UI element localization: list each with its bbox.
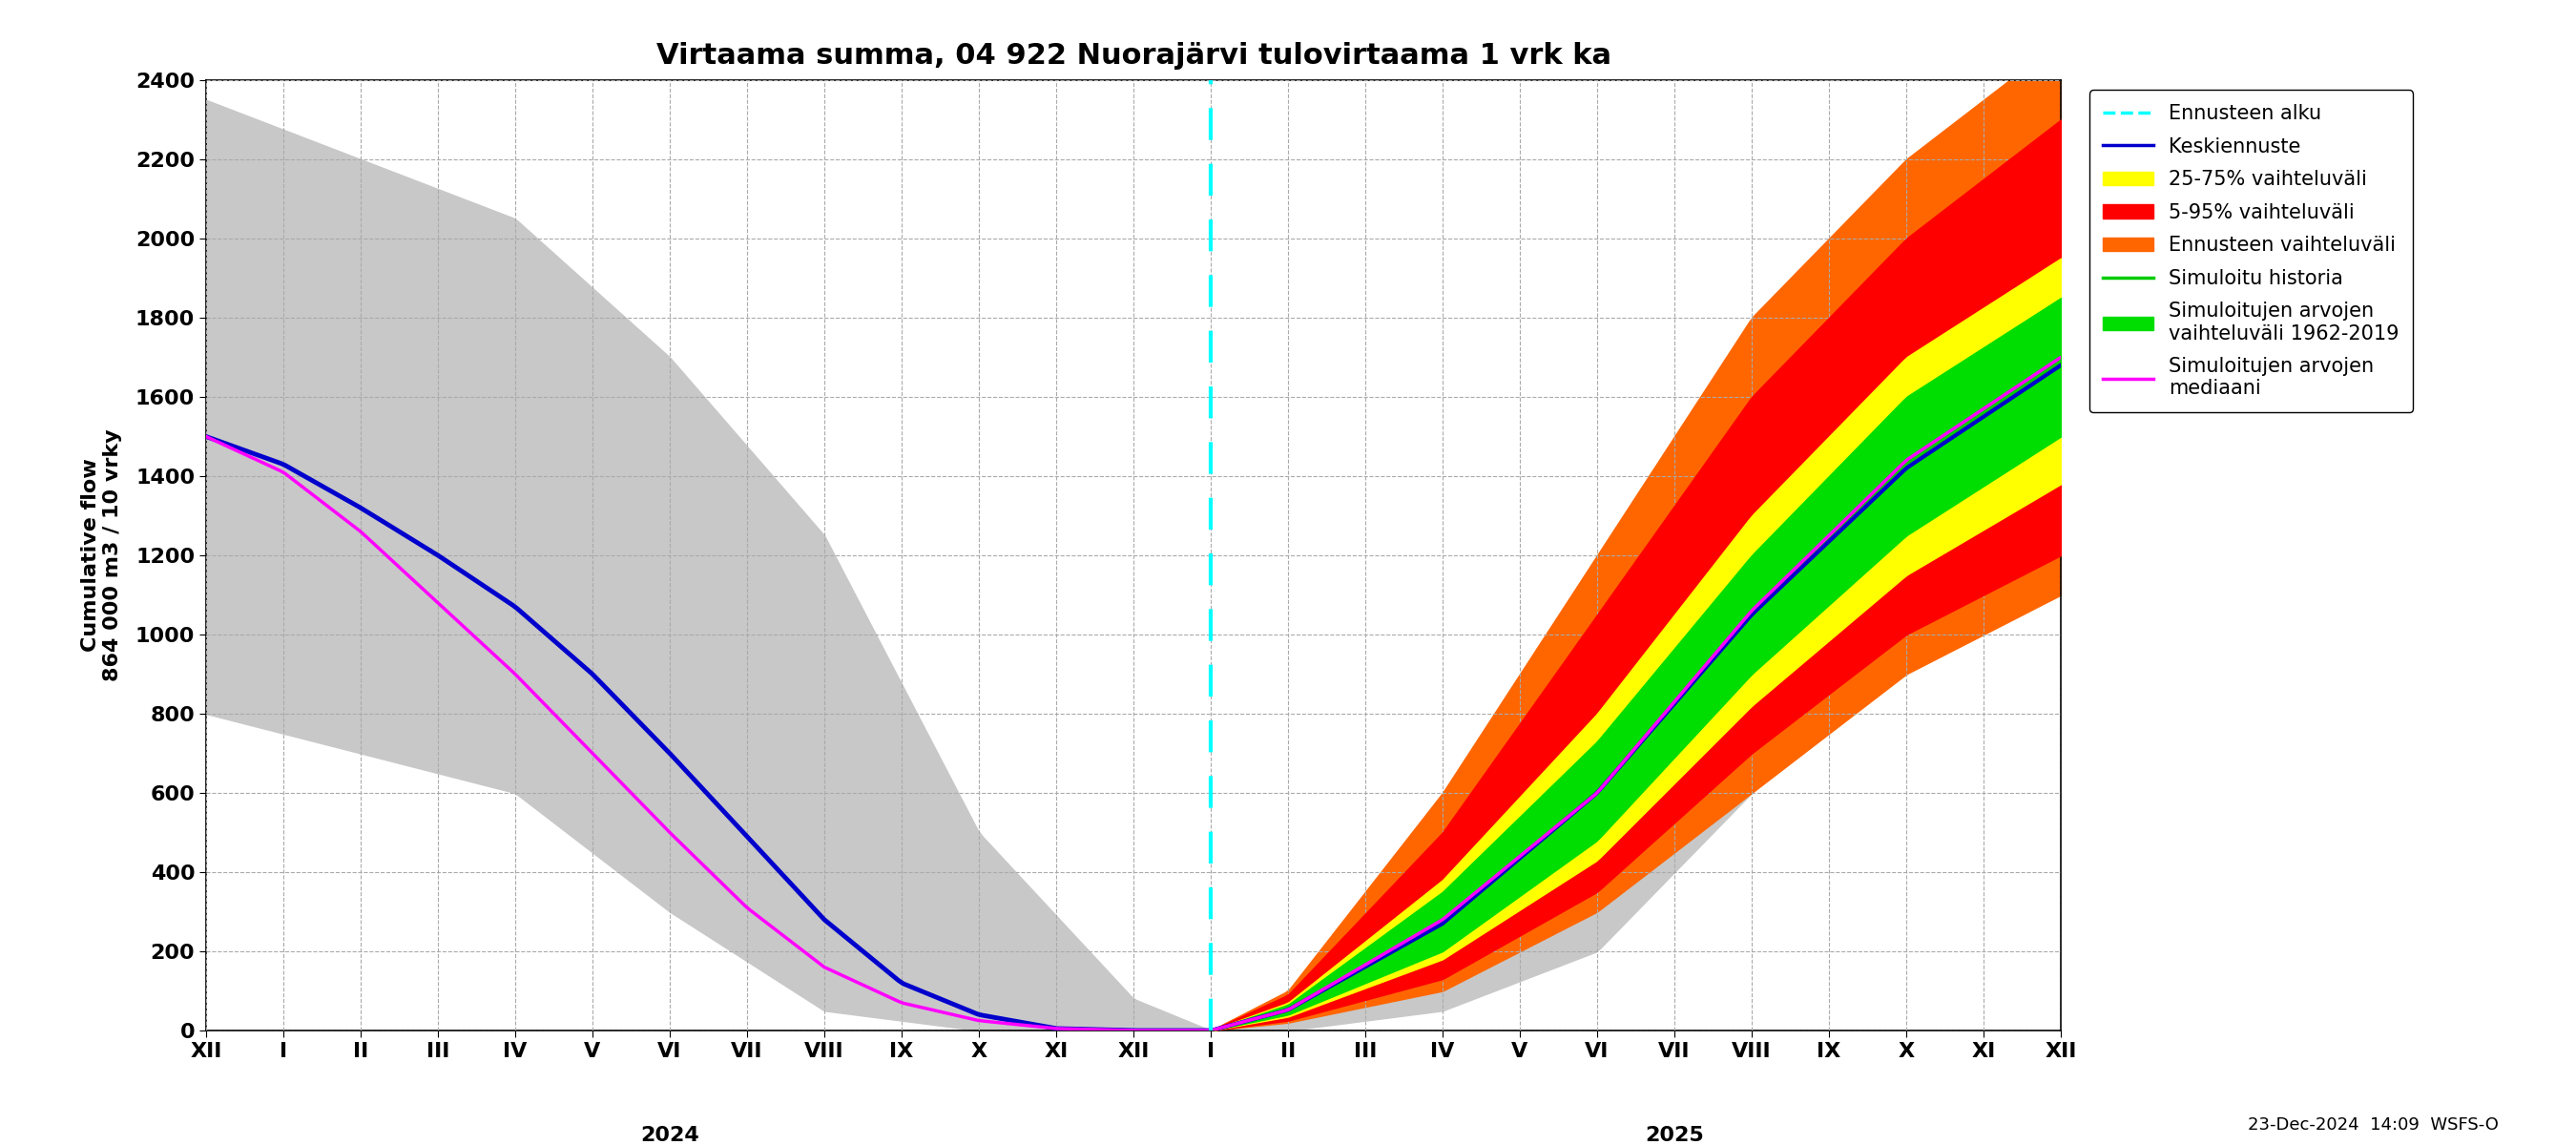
Title: Virtaama summa, 04 922 Nuorajärvi tulovirtaama 1 vrk ka: Virtaama summa, 04 922 Nuorajärvi tulovi… (657, 42, 1610, 70)
Text: 2025: 2025 (1646, 1126, 1703, 1145)
Legend: Ennusteen alku, Keskiennuste, 25-75% vaihteluväli, 5-95% vaihteluväli, Ennusteen: Ennusteen alku, Keskiennuste, 25-75% vai… (2089, 90, 2414, 412)
Text: 2024: 2024 (641, 1126, 698, 1145)
Y-axis label: Cumulative flow
864 000 m3 / 10 vrky: Cumulative flow 864 000 m3 / 10 vrky (80, 429, 121, 681)
Text: 23-Dec-2024  14:09  WSFS-O: 23-Dec-2024 14:09 WSFS-O (2249, 1116, 2499, 1134)
